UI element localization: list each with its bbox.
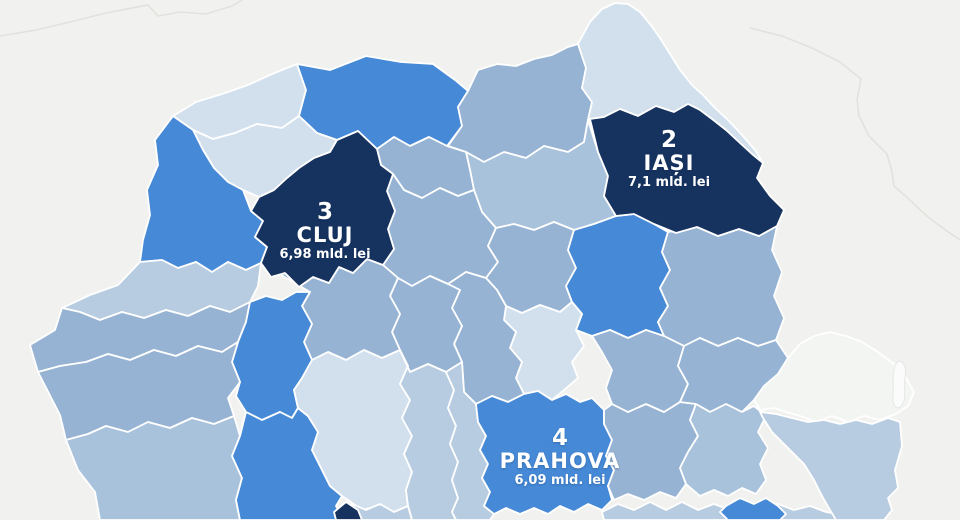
- neighbor-country-borders: [0, 0, 960, 241]
- coastal-details: [892, 360, 906, 409]
- county-bacau[interactable]: [565, 213, 671, 339]
- county-olt[interactable]: [351, 503, 413, 520]
- county-vrancea[interactable]: [591, 329, 689, 413]
- county-tulcea[interactable]: [753, 331, 915, 423]
- county-prahova[interactable]: [475, 390, 615, 515]
- county-calarasi[interactable]: [719, 497, 787, 520]
- county-vaslui[interactable]: [657, 225, 785, 347]
- county-cluj[interactable]: [250, 130, 396, 288]
- coastal-lagoon: [892, 360, 906, 409]
- county-mehedinti[interactable]: [65, 415, 243, 520]
- county-dolj[interactable]: [333, 501, 363, 520]
- county-constanta[interactable]: [759, 411, 903, 520]
- county-buzau[interactable]: [603, 401, 699, 501]
- county-iasi[interactable]: [589, 103, 785, 237]
- county-braila[interactable]: [679, 403, 769, 497]
- neighbor-border-line: [749, 27, 960, 241]
- county-regions: [29, 2, 915, 520]
- neighbor-border-line: [0, 0, 243, 37]
- county-suceava[interactable]: [447, 43, 593, 163]
